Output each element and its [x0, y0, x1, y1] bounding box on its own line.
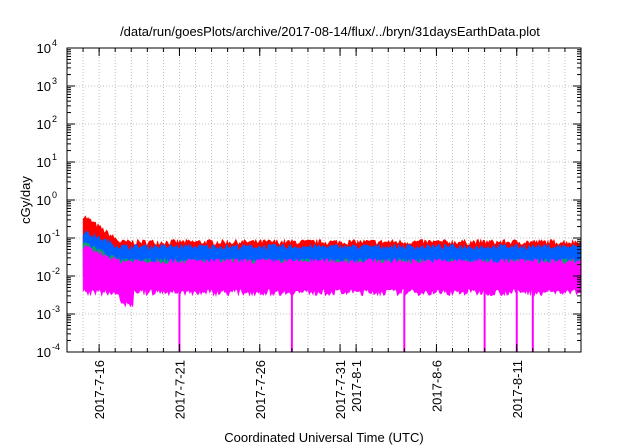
chart-title: /data/run/goesPlots/archive/2017-08-14/f…	[120, 24, 540, 39]
y-tick-exponent: 1	[52, 152, 57, 162]
x-tick-label: 2017-8-1	[349, 360, 364, 412]
series-band	[82, 245, 581, 308]
x-axis: 2017-7-16 2017-7-21 2017-7-26 2017-7-31 2017…	[82, 48, 566, 419]
x-tick-label: 2017-7-21	[172, 360, 187, 419]
x-tick-label: 2017-7-16	[92, 360, 107, 419]
y-tick-exponent: -4	[52, 342, 60, 352]
y-tick-exponent: 0	[52, 190, 57, 200]
x-tick-label: 2017-7-31	[333, 360, 348, 419]
y-tick-exponent: 2	[52, 114, 57, 124]
y-tick-label: 10	[37, 79, 51, 94]
y-tick-label: 10	[37, 155, 51, 170]
y-tick-label: 10	[37, 193, 51, 208]
y-tick-exponent: 4	[52, 38, 57, 48]
x-axis-label: Coordinated Universal Time (UTC)	[224, 430, 423, 445]
x-tick-label: 2017-7-26	[253, 360, 268, 419]
plot-frame	[66, 47, 582, 353]
x-tick-label: 2017-8-6	[429, 360, 444, 412]
y-tick-exponent: -1	[52, 228, 60, 238]
grid-lines	[67, 48, 581, 352]
y-axis-label: cGy/day	[18, 176, 33, 224]
y-tick-label: 10	[37, 117, 51, 132]
y-tick-label: 10	[37, 345, 51, 360]
y-tick-exponent: 3	[52, 76, 57, 86]
y-tick-label: 10	[37, 41, 51, 56]
y-tick-label: 10	[37, 231, 51, 246]
data-series	[82, 215, 581, 352]
y-tick-label: 10	[37, 307, 51, 322]
y-tick-exponent: -3	[52, 304, 60, 314]
x-tick-label: 2017-8-11	[510, 360, 525, 418]
y-tick-exponent: -2	[52, 266, 60, 276]
y-tick-label: 10	[37, 269, 51, 284]
